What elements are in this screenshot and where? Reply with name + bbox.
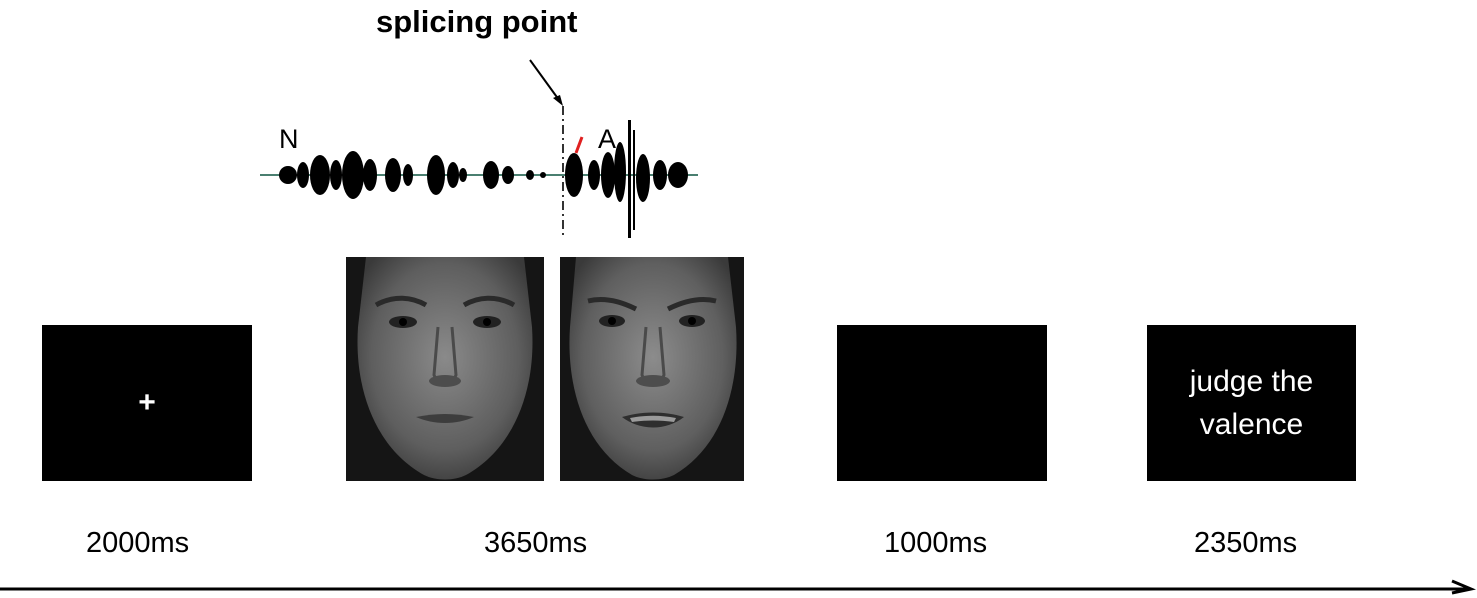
segment-label-n: N	[279, 124, 299, 154]
neutral-face-icon	[346, 257, 544, 481]
fixation-cross: +	[138, 386, 156, 419]
arrow-right-icon	[0, 579, 1477, 595]
pointer-arrowhead	[553, 95, 563, 106]
splicing-point-label: splicing point	[376, 4, 578, 39]
angry-face-image	[560, 257, 744, 481]
audio-waveform: N A	[258, 59, 708, 250]
judge-line-1: judge the	[1189, 365, 1314, 398]
pointer-line	[529, 59, 560, 101]
duration-response: 2350ms	[1194, 527, 1298, 559]
red-marker	[574, 136, 584, 154]
segment-label-a: A	[598, 124, 616, 154]
judge-instruction: judge the valence	[1162, 360, 1342, 446]
duration-blank: 1000ms	[884, 527, 988, 559]
angry-face-icon	[560, 257, 744, 481]
waveform-icon: N A	[260, 59, 698, 238]
blank-screen	[837, 325, 1047, 481]
response-screen: judge the valence	[1147, 325, 1356, 481]
neutral-face-image	[346, 257, 544, 481]
duration-stimulus: 3650ms	[484, 527, 588, 559]
angry-bursts	[565, 120, 688, 238]
timeline-arrow	[0, 560, 1477, 595]
neutral-bursts	[279, 151, 546, 199]
fixation-screen: +	[42, 325, 252, 481]
judge-line-2: valence	[1199, 408, 1304, 441]
duration-fixation: 2000ms	[86, 527, 190, 559]
